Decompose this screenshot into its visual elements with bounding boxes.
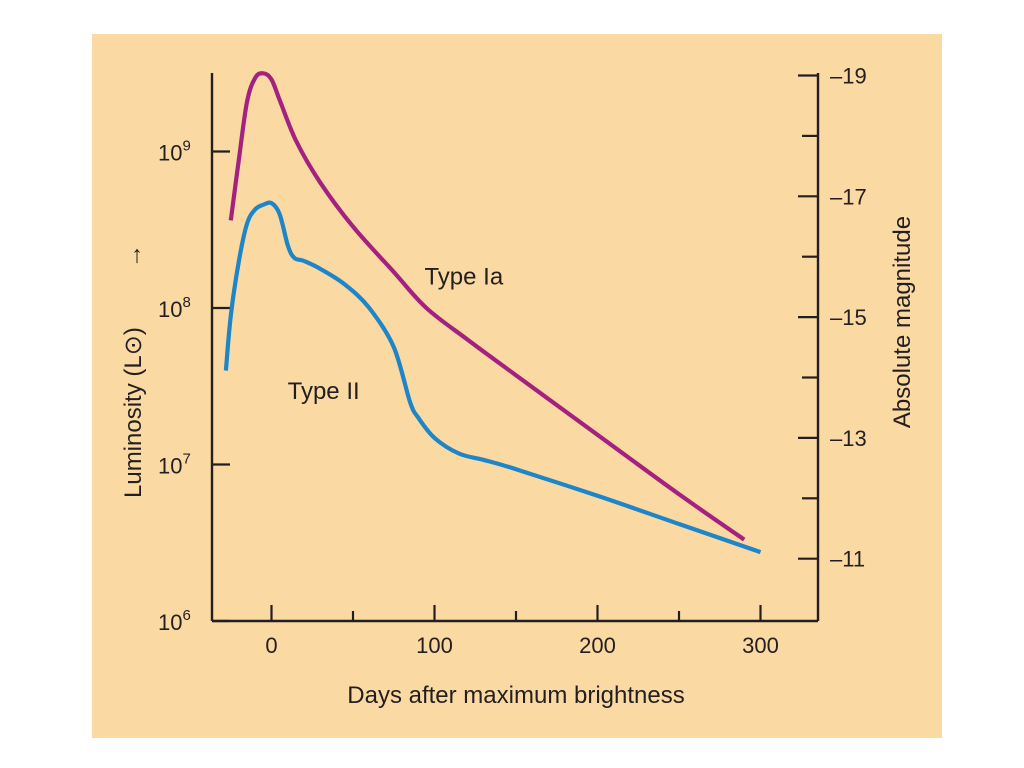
y-tick-label: 108 [158,294,191,322]
series-lines [223,71,762,555]
series-annotations: Type Ia Type II [288,264,504,405]
x-tick-label: 300 [742,633,779,658]
y-tick-label: 106 [158,607,191,635]
y-axis-title-group: Luminosity (L⊙) → [120,244,147,498]
x-axis-title: Days after maximum brightness [347,682,684,709]
y2-axis-title: Absolute magnitude [889,216,916,428]
type-ia-label: Type Ia [424,264,503,291]
y-tick-label: 109 [158,138,191,166]
y2-tick-label: –19 [830,64,867,89]
tick-labels: 0 100 200 300 106 107 108 109 –19 –17 –15 –13 –11 [158,64,867,659]
y2-tick-label: –11 [830,547,865,572]
x-tick-label: 200 [579,633,616,658]
y2-tick-label: –13 [830,426,867,451]
y2-tick-label: –15 [830,305,867,330]
y-axis-arrow-icon: → [120,244,147,268]
type-ia-curve [228,71,746,542]
axis-ticks [212,74,818,623]
y-tick-label: 107 [158,451,191,479]
y-axis-title: Luminosity (L⊙) [120,327,147,498]
type-ii-label: Type II [288,378,360,405]
x-tick-label: 100 [416,633,453,658]
y2-tick-label: –17 [830,184,867,209]
x-tick-label: 0 [265,633,277,658]
type-ii-curve [223,200,762,555]
